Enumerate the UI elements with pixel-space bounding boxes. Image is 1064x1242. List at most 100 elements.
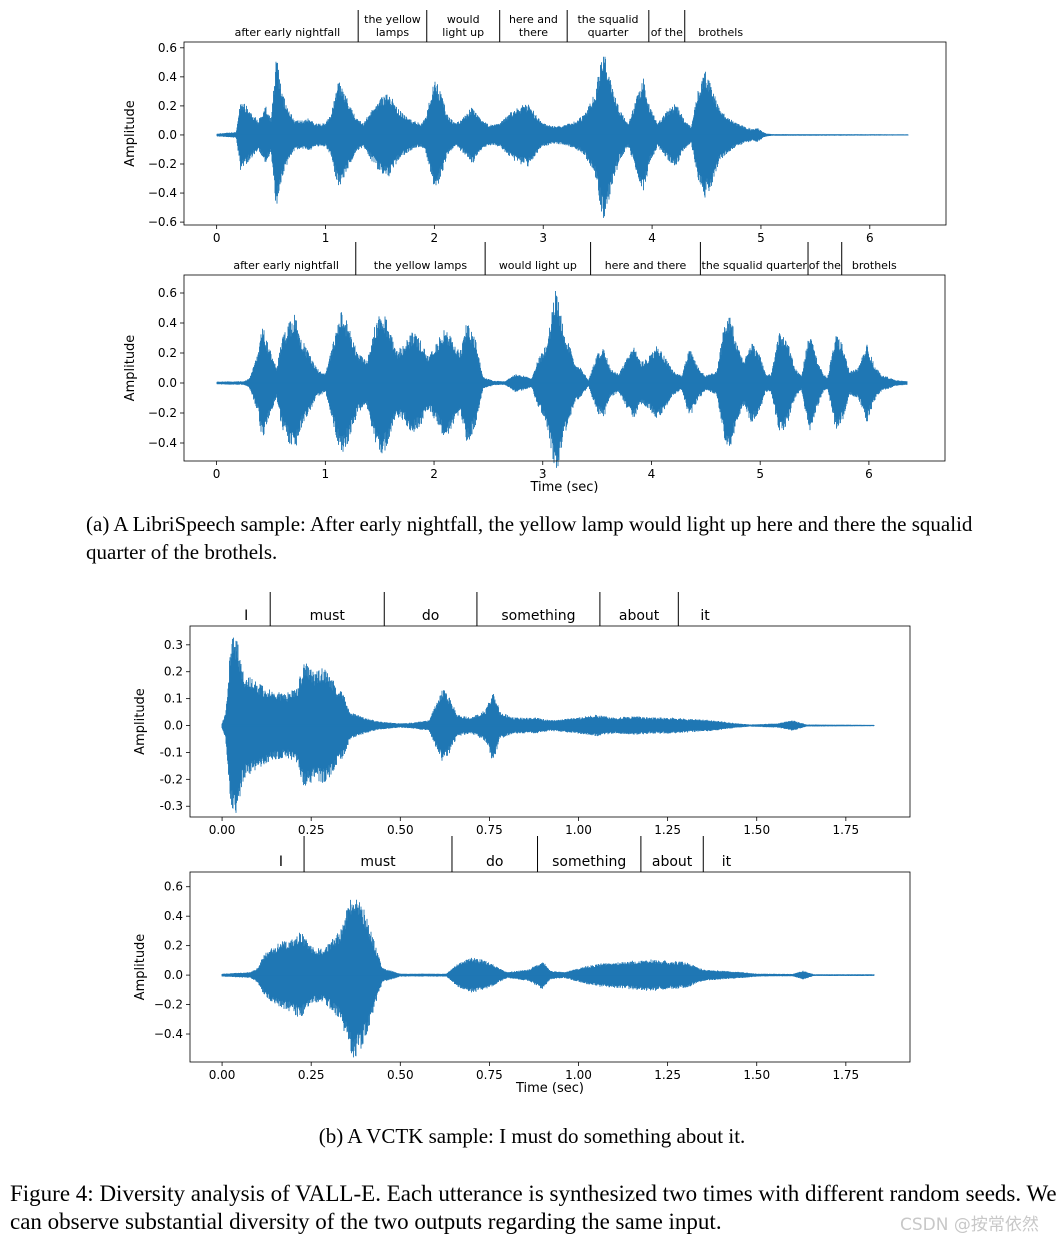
y-tick-label: −0.2: [148, 406, 177, 420]
word-label: here and there: [605, 259, 687, 272]
plot-frame: [183, 41, 947, 226]
word-label: the yellow: [364, 13, 421, 26]
x-axis-label: Time (sec): [529, 480, 598, 495]
word-label: here and: [509, 13, 558, 26]
x-tick-label: 1.75: [832, 823, 859, 837]
x-tick-label: 1.00: [565, 823, 592, 837]
y-axis-label: Amplitude: [123, 335, 138, 402]
caption-a: (a) A LibriSpeech sample: After early ni…: [86, 512, 973, 564]
x-tick-label: 0.00: [209, 823, 236, 837]
y-axis-label: Amplitude: [133, 688, 148, 755]
x-tick-label: 6: [865, 467, 873, 481]
word-label: something: [552, 854, 626, 870]
word-label: of the: [651, 26, 683, 39]
y-tick-label: 0.4: [158, 70, 177, 84]
y-tick-label: 0.0: [164, 719, 183, 733]
y-tick-label: 0.2: [158, 346, 177, 360]
y-tick-label: −0.4: [148, 186, 177, 200]
x-tick-label: 0.00: [209, 1068, 236, 1082]
word-label: the squalid: [577, 13, 638, 26]
y-tick-label: −0.2: [154, 998, 183, 1012]
x-tick-label: 3: [539, 231, 547, 245]
word-label: brothels: [698, 26, 743, 39]
word-label: quarter: [588, 26, 629, 39]
plot-frame: [183, 274, 946, 462]
watermark: CSDN @按常依然: [900, 1215, 1039, 1235]
y-tick-label: 0.0: [164, 968, 183, 982]
word-label: lamps: [376, 26, 409, 39]
waveform-series: [216, 291, 908, 468]
caption-b: (b) A VCTK sample: I must do something a…: [318, 1124, 746, 1148]
y-tick-label: 0.0: [158, 376, 177, 390]
y-tick-label: 0.2: [164, 665, 183, 679]
x-tick-label: 6: [866, 231, 874, 245]
x-tick-label: 1: [322, 231, 330, 245]
x-tick-label: 4: [648, 467, 656, 481]
panel-b-bottom: 0.6 0.4 0.2 0.0 −0.2 −0.4 0.00 0.25 0.50 0.75 1.00…: [133, 836, 911, 1096]
word-label: about: [619, 608, 660, 624]
word-label: would light up: [499, 259, 577, 272]
y-tick-label: 0.3: [164, 638, 183, 652]
y-tick-label: -0.3: [160, 799, 183, 813]
y-axis-label: Amplitude: [123, 100, 138, 167]
plot-frame: [189, 871, 911, 1063]
x-tick-label: 2: [430, 467, 438, 481]
panel-a-top: 0.6 0.4 0.2 0.0 −0.2 −0.4 −0.6 0 1 2 3 4 5 6 Amplitude…: [123, 10, 947, 245]
x-axis-label: Time (sec): [515, 1081, 584, 1096]
word-label: do: [486, 854, 503, 870]
x-tick-label: 0: [213, 467, 221, 481]
x-tick-label: 0.50: [387, 823, 414, 837]
x-tick-label: 1.50: [743, 823, 770, 837]
waveform-series: [216, 56, 909, 218]
x-tick-label: 1.50: [743, 1068, 770, 1082]
word-label: must: [360, 854, 396, 870]
x-tick-label: 4: [648, 231, 656, 245]
y-tick-label: 0.6: [164, 880, 183, 894]
word-label: about: [652, 854, 693, 870]
x-tick-label: 5: [757, 231, 765, 245]
x-tick-label: 5: [756, 467, 764, 481]
x-tick-label: 1.25: [654, 1068, 681, 1082]
y-axis-label: Amplitude: [133, 934, 148, 1001]
panel-a-bottom: 0.6 0.4 0.2 0.0 −0.2 −0.4 0 1 2 3 4 5 6 Amplitude Time…: [123, 242, 946, 495]
word-label: light up: [442, 26, 484, 39]
y-tick-label: −0.2: [148, 157, 177, 171]
word-label: I: [244, 608, 248, 624]
word-label: there: [519, 26, 548, 39]
word-label: the yellow lamps: [374, 259, 468, 272]
x-tick-label: 1.25: [654, 823, 681, 837]
word-label: of the: [809, 259, 841, 272]
word-label: it: [722, 854, 732, 870]
y-tick-label: 0.6: [158, 286, 177, 300]
x-tick-label: 1: [322, 467, 330, 481]
y-tick-label: -0.2: [160, 772, 183, 786]
x-tick-label: 0: [213, 231, 221, 245]
x-tick-label: 1.75: [832, 1068, 859, 1082]
y-tick-label: 0.0: [158, 128, 177, 142]
word-label: would: [447, 13, 480, 26]
x-tick-label: 2: [431, 231, 439, 245]
x-tick-label: 3: [539, 467, 547, 481]
y-tick-label: 0.4: [164, 909, 183, 923]
word-label: it: [700, 608, 710, 624]
y-tick-label: -0.1: [160, 745, 183, 759]
plot-frame: [189, 625, 911, 818]
waveform-series: [221, 899, 875, 1058]
y-tick-label: 0.6: [158, 41, 177, 55]
figure-caption: Figure 4: Diversity analysis of VALL-E. …: [10, 1181, 1057, 1234]
x-tick-label: 0.75: [476, 1068, 503, 1082]
x-tick-label: 1.00: [565, 1068, 592, 1082]
word-label: something: [501, 608, 575, 624]
y-tick-label: 0.1: [164, 692, 183, 706]
x-tick-label: 0.25: [298, 1068, 325, 1082]
y-tick-label: 0.2: [164, 939, 183, 953]
panel-b-top: 0.3 0.2 0.1 0.0 -0.1 -0.2 -0.3 0.00 0.25 0.50 0.75…: [133, 592, 911, 837]
x-tick-label: 0.25: [298, 823, 325, 837]
x-tick-label: 0.50: [387, 1068, 414, 1082]
word-label: must: [310, 608, 346, 624]
x-tick-label: 0.75: [476, 823, 503, 837]
y-tick-label: −0.6: [148, 215, 177, 229]
y-tick-label: −0.4: [154, 1027, 183, 1041]
word-label: after early nightfall: [233, 259, 339, 272]
